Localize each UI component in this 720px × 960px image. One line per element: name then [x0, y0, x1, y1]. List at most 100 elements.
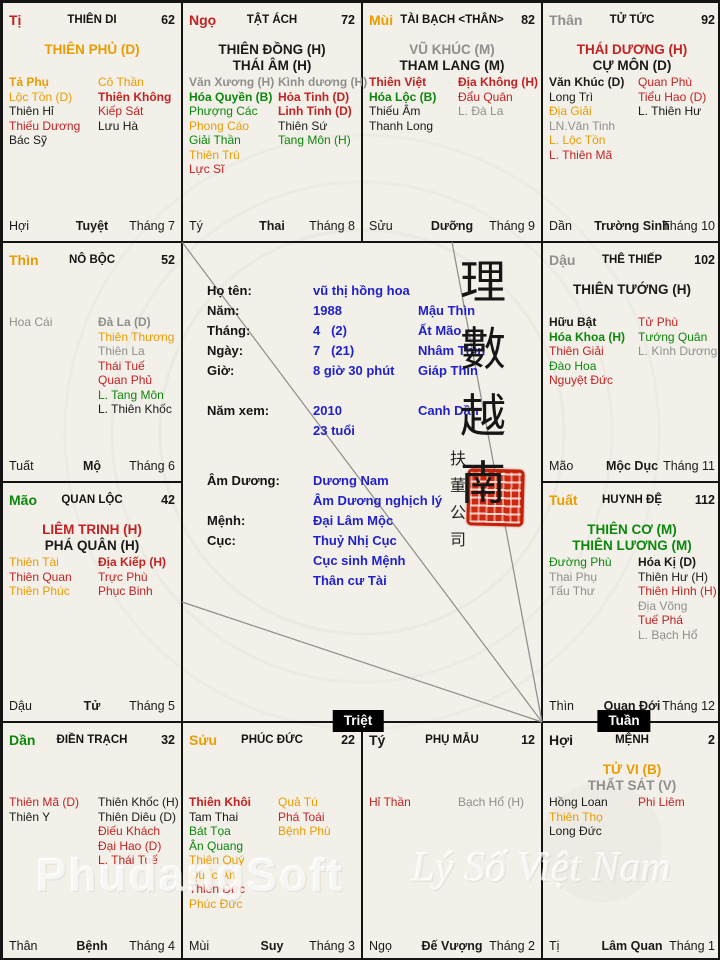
info-value: Thân cư Tài	[313, 573, 387, 588]
star-item: Lộc Tồn (D)	[9, 89, 73, 104]
palace-name: PHỤ MẪU	[425, 734, 479, 746]
star-item: Lực Sĩ	[189, 162, 225, 176]
star-column-right: Bạch Hổ (H)	[458, 795, 524, 810]
star-item: Giải Thần	[189, 133, 241, 147]
side-text-char: 司	[449, 530, 466, 549]
side-text-char: 董	[449, 476, 466, 495]
palace-name: TẬT ÁCH	[246, 14, 298, 26]
palace-header: Dậu THÊ THIẾP 102	[549, 252, 715, 270]
palace-number: 32	[161, 733, 175, 747]
star-item: Thiên Phúc	[9, 584, 70, 598]
star-item: Bệnh Phù	[278, 824, 331, 838]
info-label: Tháng:	[207, 323, 251, 338]
palace-hoi: Hợi MỆNH 2 TỬ VI (B) THẤT SÁT (V) Hồng Loan Th…	[542, 722, 718, 958]
star-column-right: Thiên Khốc (H) Thiên Diêu (D) Điếu Khách Đạ…	[98, 795, 179, 868]
footer-branch: Sửu	[369, 219, 393, 233]
star-item: Thiên Khôi	[189, 795, 251, 809]
watermark-software: PhudangSoft	[36, 849, 345, 901]
palace-name: MỆNH	[615, 734, 649, 746]
star-item: Hóa Khoa (H)	[549, 329, 625, 344]
star-item: Tam Thai	[189, 809, 239, 824]
star-item: Phúc Đức	[189, 896, 243, 911]
info-value: 7 (21)	[313, 343, 355, 358]
branch-label: Mùi	[369, 12, 394, 28]
star-item: Lưu Hà	[98, 118, 139, 133]
palace-name: HUYNH ĐỆ	[601, 494, 663, 506]
palace-header: Tý PHỤ MẪU 12	[369, 732, 535, 750]
star-item: Thai Phụ	[549, 569, 598, 584]
star-item: Hữu Bật	[549, 315, 597, 329]
star-item: Thiên Khốc (H)	[98, 795, 179, 809]
footer-month: Tháng 4	[129, 939, 175, 953]
star-item: Tang Môn (H)	[278, 133, 351, 147]
star-column-right: Quả Tú Phá Toái Bệnh Phù	[278, 795, 331, 839]
footer-branch: Thân	[9, 939, 38, 953]
footer-month: Tháng 10	[662, 219, 715, 233]
palace-footer: Sửu Dưỡng Tháng 9	[369, 219, 535, 235]
footer-stage: Tử	[83, 699, 101, 713]
footer-branch: Thìn	[549, 699, 575, 713]
info-row: Cục: Thuỷ Nhị Cục	[207, 533, 535, 553]
star-item: Phượng Các	[189, 104, 258, 118]
star-column-right: Quan Phù Tiểu Hao (D) L. Thiên Hư	[638, 75, 706, 119]
info-value: Thuỷ Nhị Cục	[313, 533, 397, 548]
star-item: Đẩu Quân	[458, 89, 513, 104]
star-item: Đường Phù	[549, 555, 612, 569]
info-value: 1988	[313, 303, 342, 318]
star-item: Điếu Khách	[98, 824, 161, 838]
info-label: Mệnh:	[207, 513, 246, 528]
star-column-left: Văn Xương (H) Hóa Quyền (B) Phượng Các Phon…	[189, 75, 274, 177]
palace-number: 112	[694, 493, 715, 507]
main-stars: THIÊN ĐỒNG (H) THÁI ÂM (H)	[184, 42, 360, 73]
star-item: Đào Hoa	[549, 358, 597, 373]
star-column-left: Hồng Loan Thiên Thọ Long Đức	[549, 795, 608, 839]
footer-stage: Thai	[259, 219, 285, 233]
tuan-badge: Tuần	[597, 710, 651, 732]
star-column-right: Phi Liêm	[638, 795, 685, 810]
star-item: L. Thiên Mã	[549, 147, 613, 162]
palace-than: Thân TỬ TỨC 92 THÁI DƯƠNG (H) CỰ MÔN (D) Văn …	[542, 2, 718, 242]
star-item: Tiểu Hao (D)	[638, 89, 707, 104]
palace-header: Mùi TÀI BẠCH <THÂN> 82	[369, 12, 535, 30]
info-value: vũ thị hồng hoa	[313, 283, 410, 298]
star-item: Thiếu Dương	[9, 118, 81, 133]
star-item: Hỉ Thần	[369, 795, 411, 809]
palace-footer: Tị Lâm Quan Tháng 1	[549, 939, 715, 955]
star-item: Bác Sỹ	[9, 133, 48, 147]
palace-mui: Mùi TÀI BẠCH <THÂN> 82 VŨ KHÚC (M) THAM LANG…	[362, 2, 542, 242]
star-item: Nguyệt Đức	[549, 373, 614, 387]
palace-thin: Thìn NÔ BỘC 52 Hoa Cái Đà La (D) Thiên Thương…	[2, 242, 182, 482]
star-item: L. Lộc Tồn	[549, 133, 606, 147]
footer-stage: Đế Vượng	[421, 939, 483, 953]
star-item: L. Đà La	[458, 104, 504, 118]
footer-month: Tháng 2	[489, 939, 535, 953]
palace-number: 62	[161, 13, 175, 27]
star-item: Thiên Quý	[189, 853, 245, 867]
branch-label: Sửu	[189, 732, 218, 748]
footer-month: Tháng 9	[489, 219, 535, 233]
footer-branch: Mão	[549, 459, 574, 473]
info-label: Cục:	[207, 533, 236, 548]
footer-branch: Hợi	[9, 219, 30, 233]
footer-branch: Dần	[549, 219, 572, 233]
palace-header: Hợi MỆNH 2	[549, 732, 715, 750]
palace-header: Tuất HUYNH ĐỆ 112	[549, 492, 715, 510]
info-value: Đại Lâm Mộc	[313, 513, 394, 528]
star-column-left: Hữu Bật Hóa Khoa (H) Thiên Giải Đào Hoa Nguy…	[549, 315, 625, 388]
info-value: Dương Nam	[313, 473, 389, 488]
star-item: Thiên Sứ	[278, 118, 328, 133]
star-column-right: Cô Thần Thiên Không Kiếp Sát Lưu Hà	[98, 75, 171, 133]
palace-number: 2	[708, 733, 715, 747]
footer-stage: Suy	[260, 939, 284, 953]
footer-stage: Mộ	[82, 459, 102, 473]
star-item: Cô Thần	[98, 75, 144, 89]
star-item: Phục Binh	[98, 584, 153, 598]
star-column-right: Địa Không (H) Đẩu Quân L. Đà La	[458, 75, 538, 119]
footer-branch: Tị	[549, 939, 560, 953]
footer-branch: Tuất	[9, 459, 34, 473]
star-item: Thiên Việt	[369, 75, 427, 89]
footer-month: Tháng 11	[663, 459, 715, 473]
star-item: Thiên Giải	[549, 344, 604, 358]
star-item: LN.Văn Tinh	[549, 118, 616, 133]
